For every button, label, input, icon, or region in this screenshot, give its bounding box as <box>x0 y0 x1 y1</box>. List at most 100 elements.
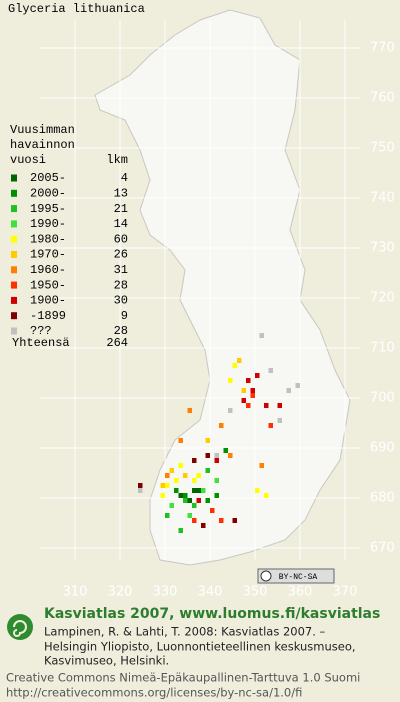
legend-swatch <box>11 189 17 197</box>
badge-text: BY-NC-SA <box>279 573 318 582</box>
legend-header: havainnon <box>10 138 75 152</box>
legend-swatch <box>11 266 17 274</box>
legend-label: 2005- <box>30 171 66 185</box>
occurrence-square <box>214 478 219 483</box>
occurrence-square <box>241 398 246 403</box>
occurrence-square <box>178 528 183 533</box>
legend-swatch <box>11 296 17 304</box>
occurrence-square <box>183 473 188 478</box>
legend-label: ??? <box>30 324 52 338</box>
y-tick-label: 680 <box>370 491 395 506</box>
y-tick-label: 760 <box>370 91 395 106</box>
legend-label: -1899 <box>30 309 66 323</box>
occurrence-square <box>187 408 192 413</box>
x-tick-label: 350 <box>243 585 268 600</box>
occurrence-square <box>228 408 233 413</box>
legend-swatch <box>11 205 17 213</box>
y-tick-label: 730 <box>370 241 395 256</box>
occurrence-square <box>183 493 188 498</box>
legend-swatch <box>11 327 17 335</box>
occurrence-square <box>277 403 282 408</box>
occurrence-square <box>205 438 210 443</box>
x-tick-label: 340 <box>198 585 223 600</box>
occurrence-square <box>214 458 219 463</box>
occurrence-square <box>214 493 219 498</box>
country-outline <box>94 9 351 566</box>
occurrence-square <box>192 518 197 523</box>
occurrence-square <box>183 498 188 503</box>
occurrence-square <box>178 493 183 498</box>
legend-count: 26 <box>114 248 128 262</box>
legend-label: 1960- <box>30 263 66 277</box>
occurrence-square <box>138 488 143 493</box>
legend-count: 14 <box>114 217 128 231</box>
x-tick-label: 310 <box>63 585 88 600</box>
y-tick-label: 700 <box>370 391 395 406</box>
legend-count: 60 <box>114 232 128 246</box>
occurrence-square <box>219 423 224 428</box>
occurrence-square <box>201 523 206 528</box>
occurrence-square <box>232 363 237 368</box>
legend-header: vuosi <box>10 153 46 167</box>
legend-label: 1900- <box>30 294 66 308</box>
occurrence-square <box>228 378 233 383</box>
occurrence-square <box>250 393 255 398</box>
occurrence-square <box>205 468 210 473</box>
occurrence-square <box>295 383 300 388</box>
occurrence-square <box>165 483 170 488</box>
occurrence-square <box>255 488 260 493</box>
occurrence-square <box>192 458 197 463</box>
legend-count: 4 <box>121 171 128 185</box>
occurrence-square <box>169 468 174 473</box>
occurrence-square <box>174 478 179 483</box>
y-tick-label: 740 <box>370 191 395 206</box>
occurrence-square <box>196 488 201 493</box>
legend-swatch <box>11 251 17 258</box>
occurrence-square <box>219 518 224 523</box>
y-tick-label: 690 <box>370 441 395 456</box>
citation: Lampinen, R. & Lahti, T. 2008: Kasviatla… <box>44 625 326 639</box>
occurrence-square <box>192 478 197 483</box>
occurrence-square <box>178 463 183 468</box>
legend-count-header: lkm <box>106 153 128 167</box>
occurrence-square <box>241 388 246 393</box>
badge-box <box>257 568 335 584</box>
map <box>40 9 360 566</box>
y-tick-label: 770 <box>370 41 395 56</box>
y-tick-label: 710 <box>370 341 395 356</box>
occurrence-square <box>192 488 197 493</box>
occurrence-square <box>196 498 201 503</box>
occurrence-square <box>160 483 165 488</box>
occurrence-square <box>178 438 183 443</box>
legend-label: 1990- <box>30 217 66 231</box>
occurrence-square <box>165 513 170 518</box>
legend-count: 21 <box>114 202 128 216</box>
legend-label: 1995- <box>30 202 66 216</box>
legend-swatch <box>11 312 17 320</box>
occurrence-square <box>138 483 143 488</box>
occurrence-square <box>205 453 210 458</box>
occurrence-square <box>187 513 192 518</box>
occurrence-square <box>246 378 251 383</box>
occurrence-square <box>169 503 174 508</box>
legend-total: 264 <box>106 336 128 350</box>
legend-count: 13 <box>114 186 128 200</box>
legend-count: 9 <box>121 309 128 323</box>
occurrence-square <box>277 418 282 423</box>
y-tick-label: 750 <box>370 141 395 156</box>
occurrence-square <box>246 403 251 408</box>
x-tick-label: 360 <box>288 585 313 600</box>
occurrence-square <box>165 473 170 478</box>
logo <box>7 614 33 640</box>
legend-swatch <box>11 220 17 228</box>
legend-total-label: Yhteensä <box>12 336 70 350</box>
legend-count: 28 <box>114 278 128 292</box>
license-badge: BY-NC-SA <box>257 568 335 584</box>
occurrence-square <box>250 388 255 393</box>
y-tick-label: 720 <box>370 291 395 306</box>
legend-swatch <box>11 235 17 243</box>
legend-label: 1970- <box>30 248 66 262</box>
occurrence-square <box>187 498 192 503</box>
x-tick-label: 370 <box>333 585 358 600</box>
legend-header: Vuusimman <box>10 123 75 137</box>
